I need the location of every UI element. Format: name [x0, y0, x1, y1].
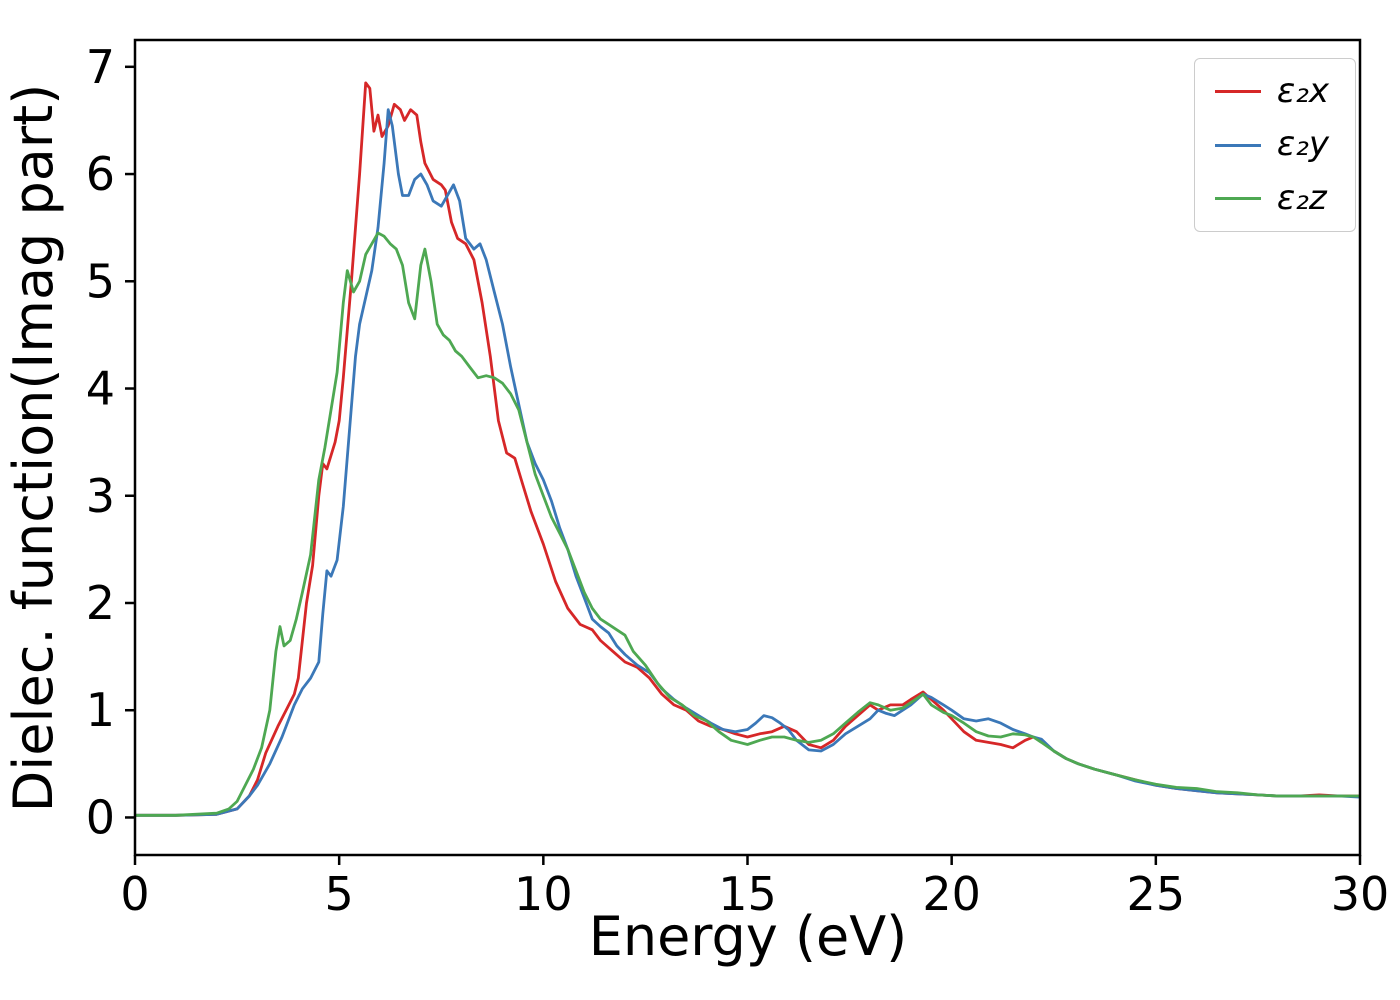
legend-line-swatch-eps2y [1214, 143, 1261, 147]
x-tick-label: 10 [514, 867, 573, 921]
legend: ε₂x ε₂y ε₂z [1193, 58, 1356, 233]
y-tick-label: 4 [86, 362, 115, 416]
y-tick-label: 2 [86, 576, 115, 630]
x-tick-label: 0 [120, 867, 149, 921]
legend-entry-eps2z: ε₂z [1214, 177, 1329, 218]
x-tick-label: 20 [922, 867, 981, 921]
legend-entry-eps2x: ε₂x [1214, 71, 1329, 111]
x-tick-label: 5 [325, 867, 354, 921]
series-line-eps2y [135, 108, 1360, 817]
x-axis-label: Energy (eV) [589, 905, 908, 968]
legend-line-swatch-eps2z [1214, 196, 1261, 200]
y-tick-label: 3 [86, 469, 115, 523]
series-line-eps2x [135, 81, 1360, 817]
axis-ticks: 0 5 10 15 20 25 30 0 1 2 3 4 5 6 7 [86, 40, 1390, 921]
y-tick-label: 0 [86, 790, 115, 844]
legend-label-eps2y: ε₂y [1276, 124, 1329, 165]
x-tick-label: 25 [1127, 867, 1186, 921]
x-tick-label: 30 [1331, 867, 1390, 921]
y-tick-label: 7 [86, 40, 115, 94]
legend-label-eps2x: ε₂x [1276, 71, 1329, 111]
series-line-eps2z [135, 231, 1360, 817]
legend-label-eps2z: ε₂z [1276, 177, 1327, 218]
x-tick-label: 15 [718, 867, 777, 921]
y-tick-label: 6 [86, 147, 115, 201]
y-tick-label: 5 [86, 254, 115, 308]
series-lines [135, 81, 1360, 817]
plot-border [133, 38, 1362, 857]
legend-entry-eps2y: ε₂y [1214, 124, 1329, 165]
legend-line-swatch-eps2x [1214, 90, 1261, 94]
y-axis-label: Dielec. function(Imag part) [2, 84, 65, 813]
y-tick-label: 1 [86, 683, 115, 737]
